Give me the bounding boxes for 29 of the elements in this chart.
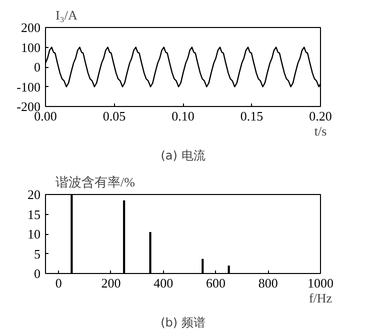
x-tick-label: 200	[101, 276, 121, 290]
y-tick-label: 0	[34, 60, 40, 74]
bar	[228, 266, 230, 274]
y-tick-label: 10	[28, 226, 40, 242]
x-tick-label: 0	[55, 276, 62, 290]
text: (b) 频谱	[160, 316, 206, 330]
x-axis-title: f/Hz	[308, 290, 332, 306]
x-tick-label: 0.15	[240, 108, 264, 124]
x-tick-label: 0.20	[309, 108, 332, 124]
y-axis-title: I₃/A	[56, 8, 78, 22]
x-tick-label: 800	[258, 276, 278, 290]
y-tick-label: 200	[21, 20, 40, 35]
y-axis-title: 谐波含有率/%	[56, 174, 136, 190]
x-axis-title: t/s	[314, 124, 327, 138]
y-tick-label: 0	[34, 266, 40, 281]
y-tick-label: 5	[34, 246, 40, 262]
x-tick-label: 0.05	[102, 108, 126, 124]
x-tick-label: 600	[206, 276, 226, 290]
x-tick-label: 0.10	[172, 108, 194, 124]
y-tick-label: -100	[16, 79, 41, 94]
y-tick-label: 20	[28, 187, 40, 202]
x-tick-label: 400	[154, 276, 174, 290]
bar	[149, 232, 152, 274]
text: (a) 电流	[160, 148, 206, 162]
y-tick-label: 100	[21, 40, 40, 55]
bar	[123, 200, 126, 274]
bar	[202, 258, 204, 274]
y-tick-label: 15	[28, 206, 40, 222]
x-tick-label: 1000	[308, 276, 334, 290]
